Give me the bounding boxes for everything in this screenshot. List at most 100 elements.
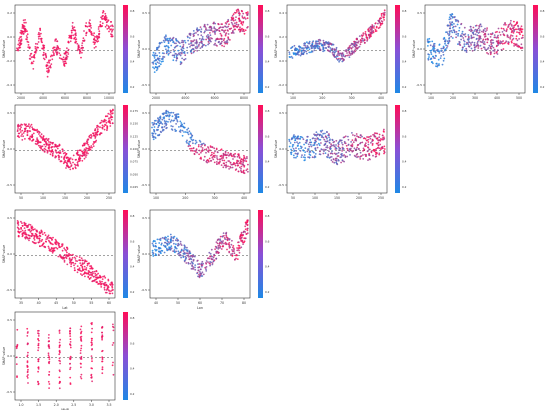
data-point [104, 115, 107, 118]
data-point [241, 163, 244, 166]
data-point [293, 44, 296, 47]
data-point [106, 127, 109, 130]
data-point [223, 41, 226, 44]
data-point [332, 50, 334, 53]
data-point [223, 237, 226, 239]
data-point [196, 271, 199, 274]
data-point [351, 139, 354, 142]
data-point [47, 380, 50, 383]
x-tick-label: 400 [378, 96, 384, 100]
data-point [373, 25, 375, 27]
data-point [198, 266, 201, 268]
data-point [236, 11, 238, 13]
data-point [242, 243, 245, 246]
data-point [173, 42, 176, 45]
data-point [79, 154, 82, 157]
data-point [69, 382, 72, 384]
x-tick-label: 80 [242, 301, 246, 305]
data-point [104, 19, 107, 22]
data-point [474, 48, 476, 51]
data-point [214, 248, 217, 251]
data-point [91, 280, 94, 283]
data-point [218, 29, 221, 32]
data-point [338, 52, 341, 55]
data-point [333, 55, 336, 57]
data-point [197, 263, 199, 265]
data-point [25, 123, 27, 126]
data-point [335, 56, 337, 58]
data-point [177, 242, 180, 245]
data-point [176, 119, 179, 121]
data-point [30, 229, 33, 232]
data-point [46, 67, 48, 70]
data-point [289, 142, 292, 144]
data-point [177, 116, 180, 118]
colorbar [123, 312, 128, 400]
data-point [314, 147, 317, 150]
data-point [240, 246, 243, 249]
data-point [242, 241, 244, 244]
data-point [246, 14, 248, 16]
data-point [78, 256, 81, 258]
data-point [63, 261, 66, 263]
data-point [79, 262, 82, 264]
data-point [53, 46, 56, 49]
x-tick-label: 1.0 [18, 403, 23, 407]
data-point [504, 22, 506, 24]
data-point [206, 23, 209, 26]
data-point [16, 328, 19, 331]
data-point [109, 21, 112, 23]
data-point [175, 54, 178, 57]
data-point [178, 126, 180, 128]
data-point [362, 137, 365, 140]
data-point [327, 134, 329, 137]
data-point [234, 169, 237, 171]
data-point [205, 35, 208, 38]
data-point [334, 153, 337, 156]
data-point [38, 237, 41, 240]
data-point [40, 133, 43, 136]
data-point [76, 149, 79, 152]
data-point [176, 39, 178, 42]
data-point [184, 58, 187, 60]
data-point [292, 147, 295, 150]
colorbar [258, 5, 263, 93]
data-point [89, 22, 92, 25]
data-point [244, 228, 247, 231]
data-point [295, 47, 298, 50]
data-point [84, 268, 86, 271]
data-point [232, 30, 234, 33]
data-point [37, 335, 40, 337]
data-point [451, 37, 454, 39]
data-point [378, 136, 381, 139]
data-point [74, 41, 77, 44]
data-point [23, 21, 26, 24]
data-point [107, 289, 110, 291]
colorbar-tick-label: 0.125 [130, 134, 138, 138]
data-point [173, 54, 175, 57]
data-point [39, 29, 42, 32]
data-point [379, 143, 382, 146]
data-point [15, 347, 18, 350]
data-point [17, 235, 20, 238]
data-point [197, 144, 200, 146]
colorbar-tick-label: 0.6 [402, 134, 407, 138]
data-point [447, 32, 449, 35]
data-point [190, 261, 193, 263]
data-point [192, 259, 195, 262]
data-point [181, 129, 184, 132]
data-point [306, 135, 309, 138]
data-point [299, 136, 302, 138]
data-point [222, 153, 225, 155]
data-point [316, 133, 319, 136]
data-point [72, 253, 74, 256]
data-point [62, 162, 65, 165]
data-point [70, 165, 73, 168]
data-point [191, 139, 194, 142]
data-point [80, 377, 83, 380]
data-point [328, 150, 330, 153]
data-point [70, 259, 73, 262]
data-point [444, 48, 447, 51]
data-point [16, 375, 18, 378]
